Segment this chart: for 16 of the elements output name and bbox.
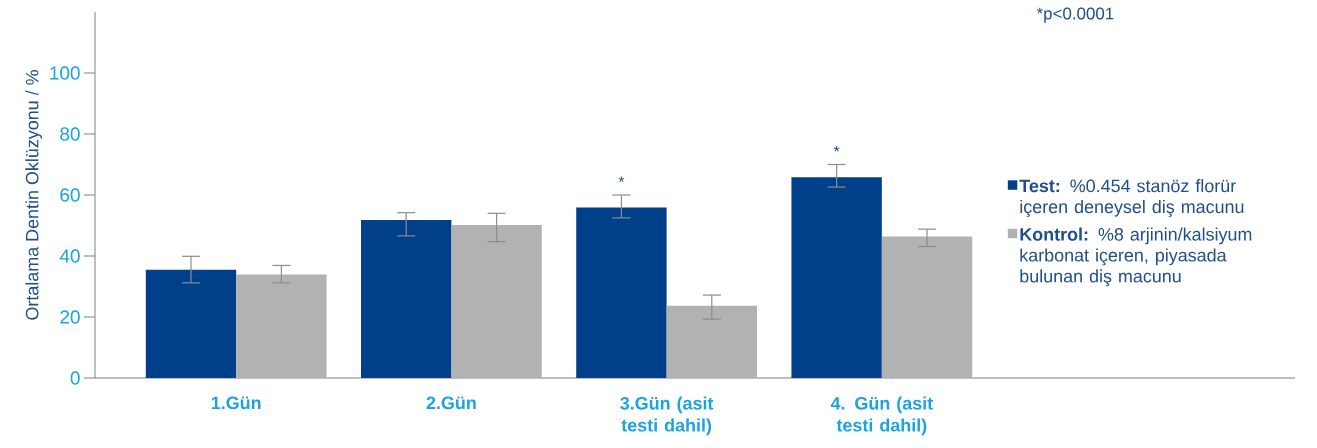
- annotation: *: [833, 146, 840, 152]
- legend-label: Kontrol: %8 arjinin/kalsiyum karbonat içeren, piyasada bulunan diş macunu: [1020, 227, 1252, 287]
- x-tick-label: 1.Gün: [211, 396, 261, 410]
- y-tick-label: 100: [50, 66, 80, 80]
- x-tick-label: 4. Gün (asit testi dahil): [830, 396, 933, 436]
- annotation: *: [618, 176, 625, 183]
- y-tick-label: 0: [70, 371, 80, 385]
- x-tick-label: 3.Gün (asit testi dahil): [620, 396, 714, 436]
- legend-label: Test: %0.454 stanöz florür içeren deneysel diş macunu: [1019, 179, 1244, 217]
- y-axis-title: Ortalama Dentin Oklüzyonu / %: [25, 70, 43, 320]
- y-tick-label: 80: [60, 127, 80, 141]
- y-tick-label: 60: [60, 188, 80, 202]
- y-tick-label: 40: [59, 249, 80, 263]
- x-tick-label: 2.Gün: [426, 396, 476, 410]
- y-tick-label: 20: [60, 310, 80, 324]
- text: *p<0.0001: [1036, 7, 1114, 23]
